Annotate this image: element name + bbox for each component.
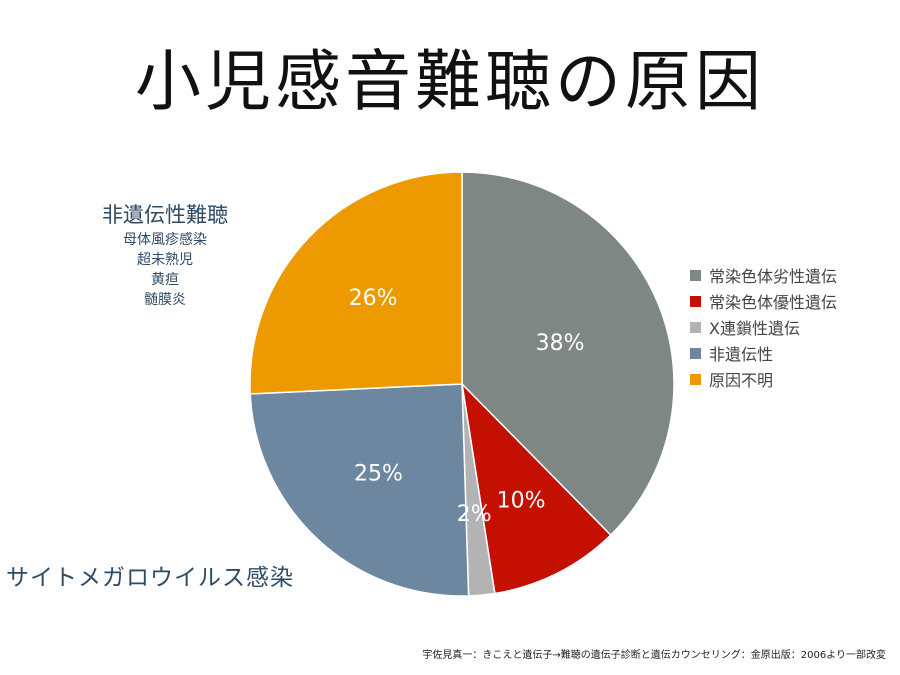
pie-slices: [249, 171, 675, 597]
legend-swatch: [690, 373, 701, 385]
legend-label: X連鎖性遺伝: [709, 319, 800, 338]
legend-swatch: [690, 269, 701, 281]
legend-item: 常染色体劣性遺伝: [690, 262, 890, 288]
legend-item: X連鎖性遺伝: [690, 314, 890, 340]
legend-item: 常染色体優性遺伝: [690, 288, 890, 314]
slice-data-label: 26%: [349, 286, 398, 311]
slice-data-label: 38%: [536, 331, 585, 356]
non-genetic-cause: 超未熟児: [137, 252, 193, 268]
pie-slice: [249, 383, 470, 597]
non-genetic-cause: 母体風疹感染: [123, 232, 207, 248]
non-genetic-heading: 非遺伝性難聴: [102, 203, 228, 227]
chart-legend: 常染色体劣性遺伝 常染色体優性遺伝 X連鎖性遺伝 非遺伝性原因不明: [690, 262, 890, 392]
legend-label: 常染色体優性遺伝: [709, 293, 838, 312]
legend-label: 常染色体劣性遺伝: [709, 267, 838, 286]
pie-slice: [249, 171, 463, 395]
non-genetic-annotation: 非遺伝性難聴 母体風疹感染 超未熟児 黄疸 髄膜炎: [70, 200, 260, 310]
cmv-annotation: サイトメガロウイルス感染: [6, 565, 294, 591]
slice-data-label: 10%: [497, 488, 546, 513]
pie-data-labels: 38% 10%2% 25% 26%: [349, 286, 585, 527]
chart-title: 小児感音難聴の原因: [135, 43, 765, 120]
legend-item: 原因不明: [690, 366, 890, 392]
legend-swatch: [690, 347, 701, 359]
legend-label: 原因不明: [709, 371, 774, 390]
source-citation: 宇佐見真一：きこえと遺伝子→難聴の遺伝子診断と遺伝カウンセリング：金原出版：20…: [422, 650, 886, 661]
non-genetic-cause: 黄疸: [151, 272, 179, 288]
legend-label: 非遺伝性: [709, 345, 774, 364]
legend-swatch: [690, 295, 701, 307]
legend-swatch: [690, 321, 701, 333]
legend-item: 非遺伝性: [690, 340, 890, 366]
slice-data-label: 25%: [354, 461, 403, 486]
pie-slice: [461, 171, 675, 537]
slice-data-label: 2%: [457, 502, 492, 527]
pie-slice: [460, 381, 612, 595]
non-genetic-cause: 髄膜炎: [144, 292, 186, 308]
